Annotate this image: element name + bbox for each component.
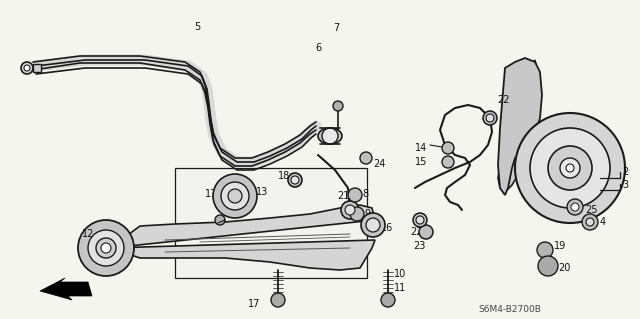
Circle shape [213,174,257,218]
Circle shape [366,218,380,232]
Circle shape [21,62,33,74]
Text: 22: 22 [497,95,509,105]
Text: 15: 15 [415,157,428,167]
Circle shape [322,128,338,144]
Circle shape [101,243,111,253]
Circle shape [560,158,580,178]
Text: 23: 23 [413,241,426,251]
Text: 18: 18 [278,171,291,181]
Text: 8: 8 [362,189,368,199]
Circle shape [486,114,494,122]
Circle shape [571,203,579,211]
Text: 10: 10 [394,269,406,279]
Circle shape [381,293,395,307]
Circle shape [515,113,625,223]
Bar [175,168,367,278]
Circle shape [345,205,355,215]
Text: 4: 4 [600,217,606,227]
Polygon shape [512,60,538,155]
Circle shape [530,128,610,208]
Polygon shape [498,58,542,195]
Circle shape [548,146,592,190]
Circle shape [228,189,242,203]
Circle shape [416,216,424,224]
Text: 19: 19 [554,241,566,251]
Circle shape [350,207,364,221]
Polygon shape [110,205,375,270]
Polygon shape [498,150,520,192]
Circle shape [78,220,134,276]
Text: 12: 12 [82,229,94,239]
Text: S6M4-B2700B: S6M4-B2700B [478,306,541,315]
Circle shape [582,214,598,230]
Text: 21: 21 [337,191,349,201]
Text: 24: 24 [373,159,385,169]
Text: 22: 22 [410,227,422,237]
Text: 2: 2 [622,167,628,177]
Text: 9: 9 [364,209,370,219]
Text: 6: 6 [315,43,321,53]
Text: 5: 5 [194,22,200,32]
Text: 3: 3 [622,180,628,190]
Text: 16: 16 [381,223,393,233]
Text: 17: 17 [248,299,260,309]
Polygon shape [40,278,92,300]
Ellipse shape [318,128,342,144]
Text: 7: 7 [333,23,339,33]
Circle shape [419,225,433,239]
Text: 25: 25 [585,205,598,215]
Text: FR.: FR. [66,284,86,294]
Circle shape [413,213,427,227]
Circle shape [333,101,343,111]
Circle shape [567,199,583,215]
Circle shape [96,238,116,258]
Circle shape [24,65,30,71]
Text: 11: 11 [394,283,406,293]
Circle shape [348,188,362,202]
Circle shape [442,156,454,168]
Circle shape [361,213,385,237]
Circle shape [341,201,359,219]
Circle shape [288,173,302,187]
Text: 14: 14 [415,143,428,153]
Circle shape [566,164,574,172]
Text: 17: 17 [205,189,218,199]
Circle shape [483,111,497,125]
Circle shape [221,182,249,210]
Circle shape [537,242,553,258]
Circle shape [291,176,299,184]
Text: 20: 20 [558,263,570,273]
Circle shape [88,230,124,266]
Circle shape [442,142,454,154]
Circle shape [215,215,225,225]
Circle shape [271,293,285,307]
Bar [33,64,41,72]
Circle shape [360,152,372,164]
Circle shape [586,218,594,226]
Text: 13: 13 [256,187,268,197]
Circle shape [538,256,558,276]
